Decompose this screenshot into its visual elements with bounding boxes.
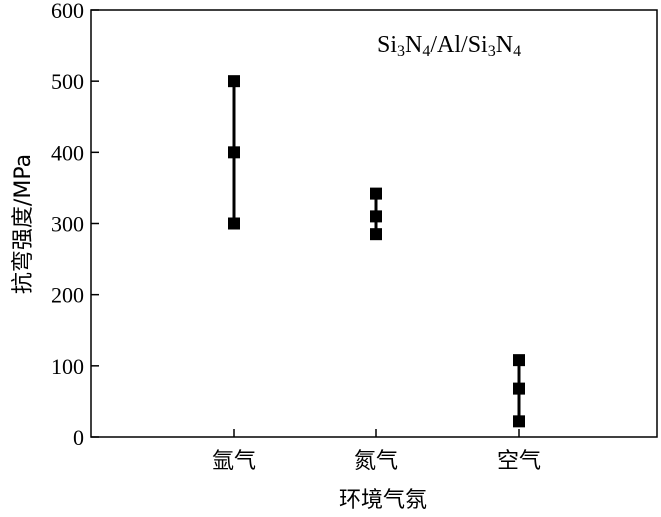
y-tick-label: 100 [51,354,84,379]
data-point [370,187,382,200]
data-point [370,228,382,241]
x-tick-label: 空气 [497,449,541,474]
y-tick-label: 200 [51,283,84,308]
data-point [228,75,240,88]
x-tick-label: 氩气 [212,449,256,474]
y-axis-title: 抗弯强度/MPa [11,154,36,294]
data-marks [228,75,525,428]
y-tick-label: 500 [51,69,84,94]
plot-frame [90,9,658,438]
y-axis: 0 100 200 300 400 500 600 [51,0,99,450]
data-point [513,415,525,428]
x-tick-label: 氮气 [354,449,398,474]
annotation-label: Si3N4/Al/Si3N4 [377,32,521,60]
data-point [513,382,525,395]
y-tick-label: 300 [51,212,84,237]
data-point [513,354,525,367]
data-point [370,210,382,223]
x-axis: 氩气 氮气 空气 [212,429,541,474]
data-point [228,217,240,230]
y-tick-label: 600 [51,0,84,23]
x-axis-title: 环境气氛 [339,488,427,513]
y-tick-label: 0 [73,425,84,450]
y-tick-label: 400 [51,140,84,165]
data-point [228,146,240,159]
